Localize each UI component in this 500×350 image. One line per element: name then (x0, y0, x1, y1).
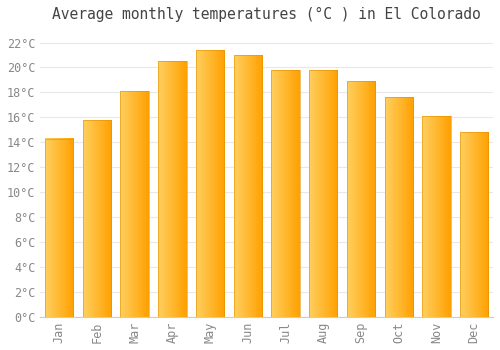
Bar (120, 91, 149, 317)
Bar (196, 50, 224, 317)
Bar (460, 132, 488, 317)
Bar (422, 116, 450, 317)
Bar (83, 120, 111, 317)
Bar (158, 61, 186, 317)
Bar (347, 81, 375, 317)
Bar (272, 70, 299, 317)
Title: Average monthly temperatures (°C ) in El Colorado: Average monthly temperatures (°C ) in El… (52, 7, 481, 22)
Bar (309, 70, 338, 317)
Bar (45, 139, 74, 317)
Bar (384, 97, 413, 317)
Bar (234, 55, 262, 317)
